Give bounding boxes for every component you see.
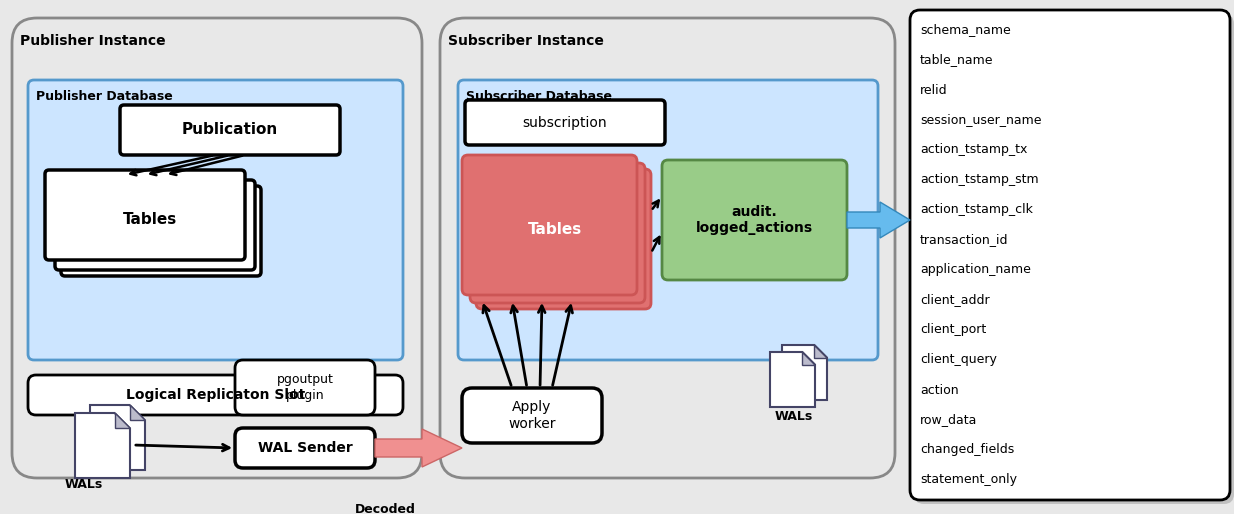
Text: session_user_name: session_user_name bbox=[921, 114, 1041, 126]
Polygon shape bbox=[782, 345, 827, 400]
FancyBboxPatch shape bbox=[28, 375, 404, 415]
FancyBboxPatch shape bbox=[120, 105, 341, 155]
Text: Logical Replicaton Slot: Logical Replicaton Slot bbox=[126, 388, 305, 402]
Text: schema_name: schema_name bbox=[921, 24, 1011, 36]
Text: Decoded
WAL
message: Decoded WAL message bbox=[355, 503, 417, 514]
Polygon shape bbox=[130, 405, 146, 420]
Polygon shape bbox=[75, 413, 130, 478]
Text: Tables: Tables bbox=[527, 223, 581, 237]
Text: statement_only: statement_only bbox=[921, 473, 1017, 486]
Text: client_query: client_query bbox=[921, 354, 997, 366]
Polygon shape bbox=[847, 202, 909, 238]
FancyBboxPatch shape bbox=[44, 170, 246, 260]
Polygon shape bbox=[802, 352, 814, 364]
FancyBboxPatch shape bbox=[12, 18, 422, 478]
Text: action: action bbox=[921, 383, 959, 396]
Text: Apply
worker: Apply worker bbox=[508, 400, 555, 431]
Text: action_tstamp_clk: action_tstamp_clk bbox=[921, 204, 1033, 216]
FancyBboxPatch shape bbox=[476, 169, 652, 309]
FancyBboxPatch shape bbox=[462, 388, 602, 443]
FancyBboxPatch shape bbox=[914, 14, 1234, 504]
Text: changed_fields: changed_fields bbox=[921, 444, 1014, 456]
Polygon shape bbox=[814, 345, 827, 358]
Text: action_tstamp_tx: action_tstamp_tx bbox=[921, 143, 1028, 156]
FancyBboxPatch shape bbox=[441, 18, 895, 478]
FancyBboxPatch shape bbox=[28, 80, 404, 360]
Text: Publisher Database: Publisher Database bbox=[36, 90, 173, 103]
FancyBboxPatch shape bbox=[56, 180, 255, 270]
Text: Publication: Publication bbox=[181, 122, 278, 138]
Text: transaction_id: transaction_id bbox=[921, 233, 1008, 247]
FancyBboxPatch shape bbox=[234, 428, 375, 468]
Text: pgoutput
plugin: pgoutput plugin bbox=[276, 374, 333, 401]
Text: application_name: application_name bbox=[921, 264, 1030, 277]
Polygon shape bbox=[115, 413, 130, 428]
Text: WALs: WALs bbox=[65, 479, 104, 491]
FancyBboxPatch shape bbox=[470, 163, 645, 303]
Text: action_tstamp_stm: action_tstamp_stm bbox=[921, 174, 1039, 187]
Polygon shape bbox=[90, 405, 146, 470]
FancyBboxPatch shape bbox=[234, 360, 375, 415]
Text: relid: relid bbox=[921, 83, 948, 97]
Text: row_data: row_data bbox=[921, 413, 977, 427]
FancyBboxPatch shape bbox=[465, 100, 665, 145]
FancyBboxPatch shape bbox=[60, 186, 262, 276]
FancyBboxPatch shape bbox=[462, 155, 637, 295]
Text: audit.
logged_actions: audit. logged_actions bbox=[696, 205, 813, 235]
FancyBboxPatch shape bbox=[661, 160, 847, 280]
FancyBboxPatch shape bbox=[909, 10, 1230, 500]
Text: WALs: WALs bbox=[775, 411, 813, 424]
Text: subscription: subscription bbox=[523, 116, 607, 130]
Text: Subscriber Database: Subscriber Database bbox=[466, 90, 612, 103]
Text: client_port: client_port bbox=[921, 323, 986, 337]
Polygon shape bbox=[770, 352, 814, 407]
Text: client_addr: client_addr bbox=[921, 293, 990, 306]
Text: WAL Sender: WAL Sender bbox=[258, 441, 353, 455]
Text: Tables: Tables bbox=[123, 212, 178, 228]
Text: table_name: table_name bbox=[921, 53, 993, 66]
FancyBboxPatch shape bbox=[458, 80, 879, 360]
Polygon shape bbox=[375, 429, 462, 467]
Text: Publisher Instance: Publisher Instance bbox=[20, 34, 165, 48]
Text: Subscriber Instance: Subscriber Instance bbox=[448, 34, 603, 48]
